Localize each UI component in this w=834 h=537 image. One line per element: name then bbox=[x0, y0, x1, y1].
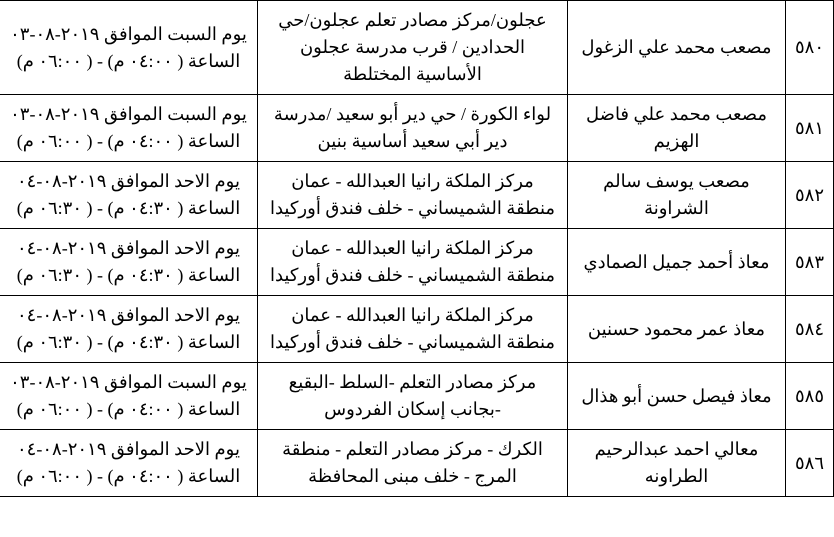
location: مركز الملكة رانيا العبدالله - عمان منطقة… bbox=[258, 162, 568, 229]
candidate-name: مصعب محمد علي فاضل الهزيم bbox=[568, 95, 786, 162]
datetime: يوم السبت الموافق ٢٠١٩-٠٨-٠٣ الساعة ( ٠٤… bbox=[0, 95, 258, 162]
location: لواء الكورة / حي دير أبو سعيد /مدرسة دير… bbox=[258, 95, 568, 162]
datetime: يوم الاحد الموافق ٢٠١٩-٠٨-٠٤ الساعة ( ٠٤… bbox=[0, 430, 258, 497]
candidate-name: معاذ أحمد جميل الصمادي bbox=[568, 229, 786, 296]
datetime: يوم الاحد الموافق ٢٠١٩-٠٨-٠٤ الساعة ( ٠٤… bbox=[0, 229, 258, 296]
candidate-name: مصعب يوسف سالم الشراونة bbox=[568, 162, 786, 229]
location: مركز مصادر التعلم -السلط -البقيع -بجانب … bbox=[258, 363, 568, 430]
datetime: يوم الاحد الموافق ٢٠١٩-٠٨-٠٤ الساعة ( ٠٤… bbox=[0, 162, 258, 229]
row-number: ٥٨٦ bbox=[786, 430, 834, 497]
row-number: ٥٨٣ bbox=[786, 229, 834, 296]
candidate-name: معاذ فيصل حسن أبو هذال bbox=[568, 363, 786, 430]
candidate-name: مصعب محمد علي الزغول bbox=[568, 1, 786, 95]
datetime: يوم السبت الموافق ٢٠١٩-٠٨-٠٣ الساعة ( ٠٤… bbox=[0, 1, 258, 95]
table-row: ٥٨٢مصعب يوسف سالم الشراونةمركز الملكة را… bbox=[0, 162, 834, 229]
row-number: ٥٨٢ bbox=[786, 162, 834, 229]
table-row: ٥٨٥معاذ فيصل حسن أبو هذالمركز مصادر التع… bbox=[0, 363, 834, 430]
schedule-table: ٥٨٠مصعب محمد علي الزغولعجلون/مركز مصادر … bbox=[0, 0, 834, 497]
candidate-name: معاذ عمر محمود حسنين bbox=[568, 296, 786, 363]
row-number: ٥٨٠ bbox=[786, 1, 834, 95]
location: مركز الملكة رانيا العبدالله - عمان منطقة… bbox=[258, 296, 568, 363]
location: عجلون/مركز مصادر تعلم عجلون/حي الحدادين … bbox=[258, 1, 568, 95]
row-number: ٥٨٤ bbox=[786, 296, 834, 363]
datetime: يوم الاحد الموافق ٢٠١٩-٠٨-٠٤ الساعة ( ٠٤… bbox=[0, 296, 258, 363]
table-row: ٥٨٤معاذ عمر محمود حسنينمركز الملكة رانيا… bbox=[0, 296, 834, 363]
location: الكرك - مركز مصادر التعلم - منطقة المرج … bbox=[258, 430, 568, 497]
table-row: ٥٨٠مصعب محمد علي الزغولعجلون/مركز مصادر … bbox=[0, 1, 834, 95]
row-number: ٥٨٥ bbox=[786, 363, 834, 430]
table-row: ٥٨٣معاذ أحمد جميل الصماديمركز الملكة ران… bbox=[0, 229, 834, 296]
row-number: ٥٨١ bbox=[786, 95, 834, 162]
table-row: ٥٨١مصعب محمد علي فاضل الهزيملواء الكورة … bbox=[0, 95, 834, 162]
candidate-name: معالي احمد عبدالرحيم الطراونه bbox=[568, 430, 786, 497]
schedule-body: ٥٨٠مصعب محمد علي الزغولعجلون/مركز مصادر … bbox=[0, 1, 834, 497]
table-row: ٥٨٦معالي احمد عبدالرحيم الطراونهالكرك - … bbox=[0, 430, 834, 497]
datetime: يوم السبت الموافق ٢٠١٩-٠٨-٠٣ الساعة ( ٠٤… bbox=[0, 363, 258, 430]
location: مركز الملكة رانيا العبدالله - عمان منطقة… bbox=[258, 229, 568, 296]
